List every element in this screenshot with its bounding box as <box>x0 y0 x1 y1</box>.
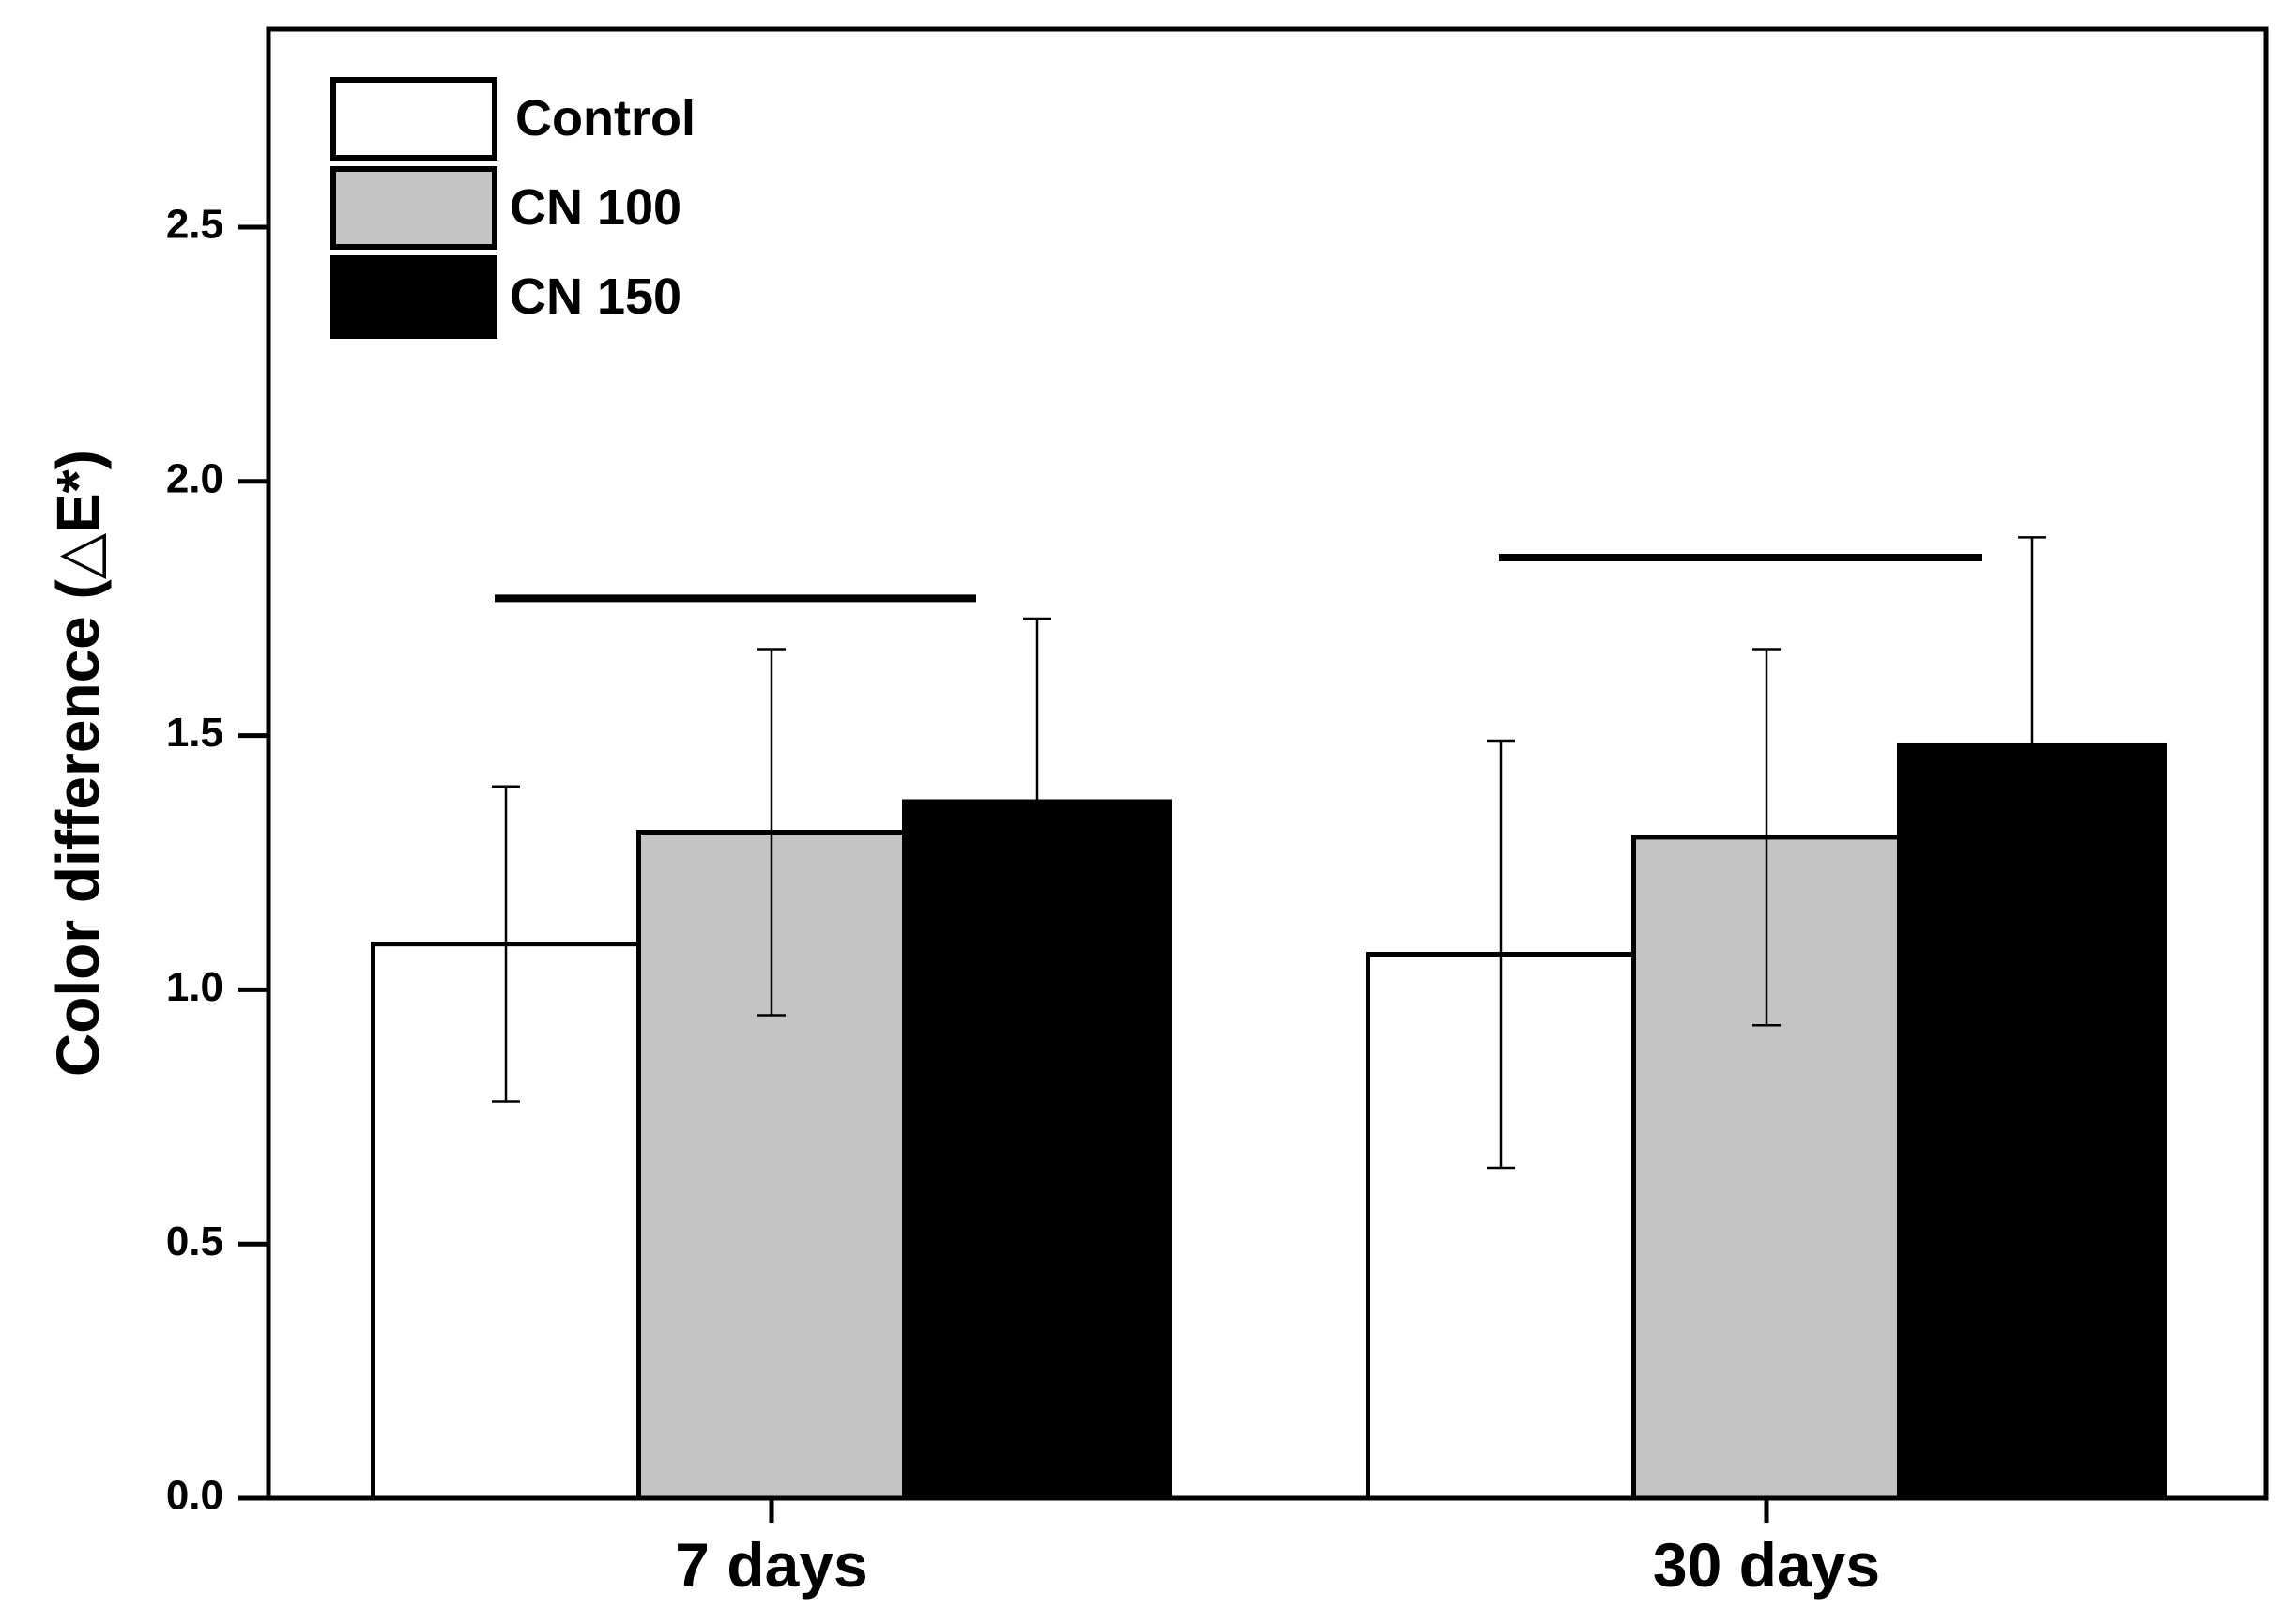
x-category-label: 7 days <box>675 1530 867 1600</box>
legend-swatch-cn-150 <box>330 255 497 339</box>
y-tick-label: 2.5 <box>166 202 223 248</box>
y-tick-label: 2.0 <box>166 455 223 501</box>
y-axis: 0.0 0.5 1.0 1.5 2.0 2.5 <box>166 202 268 1519</box>
legend-label: CN 150 <box>510 268 681 325</box>
plot-frame <box>266 26 2269 1501</box>
bars <box>371 743 2167 1501</box>
legend-label: Control <box>515 90 696 146</box>
legend: Control CN 100 CN 150 <box>330 77 696 339</box>
bar-cn-150-7-days <box>902 799 1172 1501</box>
error-bars <box>492 536 2046 1170</box>
y-tick-label: 0.0 <box>166 1473 223 1519</box>
y-tick-label: 1.0 <box>166 964 223 1010</box>
legend-swatch-control <box>330 77 497 161</box>
significance-bars <box>495 554 1982 603</box>
y-tick-label: 0.5 <box>166 1218 223 1264</box>
y-tick-label: 1.5 <box>166 710 223 756</box>
legend-swatch-cn-100 <box>330 166 497 250</box>
x-category-label: 30 days <box>1653 1530 1880 1600</box>
legend-label: CN 100 <box>510 179 681 236</box>
y-axis-title: Color difference (△E*) <box>44 450 112 1077</box>
x-axis: 7 days 30 days <box>675 1498 1880 1600</box>
